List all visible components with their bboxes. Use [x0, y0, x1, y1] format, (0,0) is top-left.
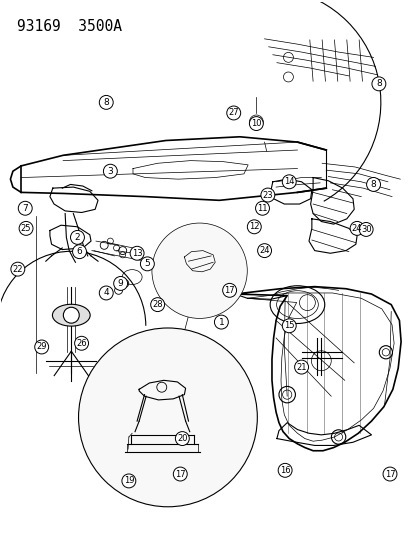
- Text: 7: 7: [22, 204, 28, 213]
- Text: 20: 20: [177, 434, 187, 443]
- Circle shape: [173, 467, 187, 481]
- Circle shape: [282, 175, 295, 189]
- Circle shape: [371, 77, 385, 91]
- Circle shape: [103, 164, 117, 178]
- Circle shape: [78, 328, 257, 507]
- Text: 14: 14: [283, 177, 294, 187]
- Circle shape: [282, 319, 295, 333]
- Text: 26: 26: [76, 339, 87, 348]
- Circle shape: [19, 221, 33, 236]
- Circle shape: [11, 262, 25, 276]
- Circle shape: [63, 307, 79, 323]
- Circle shape: [70, 230, 84, 244]
- Circle shape: [257, 244, 271, 257]
- Circle shape: [247, 220, 261, 234]
- Circle shape: [358, 222, 372, 237]
- Text: 29: 29: [36, 343, 47, 351]
- Circle shape: [214, 315, 228, 329]
- Text: 4: 4: [103, 288, 109, 297]
- Text: 93169  3500A: 93169 3500A: [17, 19, 122, 34]
- Text: 24: 24: [351, 224, 361, 233]
- Circle shape: [99, 286, 113, 300]
- Text: 12: 12: [249, 222, 259, 231]
- Circle shape: [150, 297, 164, 312]
- Circle shape: [140, 257, 154, 271]
- Text: 24: 24: [259, 246, 269, 255]
- Text: 3: 3: [107, 167, 113, 176]
- Text: 1: 1: [218, 318, 224, 327]
- Circle shape: [74, 336, 88, 350]
- Text: 22: 22: [12, 265, 23, 273]
- Text: 17: 17: [175, 470, 185, 479]
- Text: 2: 2: [74, 233, 80, 242]
- Text: 8: 8: [370, 180, 375, 189]
- Text: 8: 8: [375, 79, 381, 88]
- Circle shape: [175, 432, 189, 446]
- Text: 27: 27: [228, 109, 238, 117]
- Text: 10: 10: [251, 119, 261, 128]
- Text: 25: 25: [21, 224, 31, 233]
- Circle shape: [99, 95, 113, 109]
- Text: 28: 28: [152, 300, 163, 309]
- Circle shape: [121, 474, 135, 488]
- Circle shape: [130, 246, 144, 260]
- Circle shape: [294, 360, 308, 374]
- Text: 30: 30: [360, 225, 370, 234]
- Circle shape: [249, 117, 263, 131]
- Circle shape: [222, 284, 236, 297]
- Circle shape: [18, 201, 32, 215]
- Circle shape: [382, 467, 396, 481]
- Text: 23: 23: [262, 190, 273, 199]
- Circle shape: [226, 106, 240, 120]
- Text: 16: 16: [279, 466, 290, 475]
- Text: 6: 6: [76, 247, 82, 256]
- Text: 17: 17: [224, 286, 234, 295]
- Text: 9: 9: [117, 279, 123, 288]
- Circle shape: [255, 201, 269, 215]
- Circle shape: [35, 340, 48, 354]
- Text: 8: 8: [103, 98, 109, 107]
- Circle shape: [366, 177, 380, 191]
- Ellipse shape: [52, 304, 90, 326]
- Text: 15: 15: [283, 321, 294, 330]
- Circle shape: [260, 188, 274, 202]
- Circle shape: [72, 245, 86, 259]
- Text: 11: 11: [256, 204, 267, 213]
- Circle shape: [152, 223, 247, 318]
- Text: 21: 21: [296, 362, 306, 372]
- Text: 19: 19: [123, 477, 134, 486]
- Text: 17: 17: [384, 470, 394, 479]
- Circle shape: [278, 463, 292, 477]
- Circle shape: [114, 277, 127, 290]
- Text: 5: 5: [144, 260, 150, 268]
- Text: 13: 13: [131, 249, 142, 258]
- Circle shape: [349, 221, 363, 236]
